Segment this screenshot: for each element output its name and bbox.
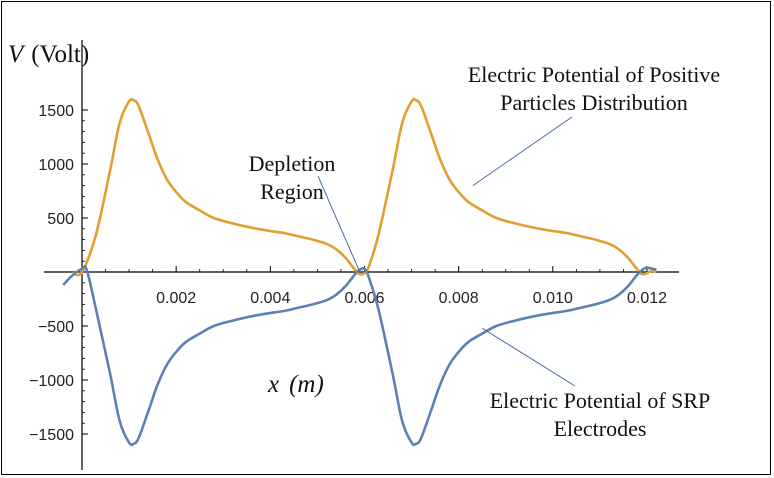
- annotation-pointer-positive-label: [472, 116, 573, 187]
- x-axis-ticks: 0.002 0.004 0.006 0.008 0.010 0.012: [105, 266, 667, 307]
- annotation-depletion: Depletion Region: [249, 151, 336, 204]
- y-tick-label: −1500: [29, 427, 74, 444]
- annotation-line: Depletion: [249, 151, 336, 176]
- y-tick-label: 1500: [38, 103, 74, 120]
- annotation-line: Electrodes: [554, 416, 647, 441]
- y-tick-label: −1000: [29, 373, 74, 390]
- x-tick-label: 0.006: [344, 290, 384, 307]
- x-tick-label: 0.002: [156, 290, 196, 307]
- y-tick-label: −500: [38, 319, 74, 336]
- x-tick-label: 0.008: [439, 290, 479, 307]
- annotation-line: Electric Potential of SRP: [490, 388, 711, 413]
- series-line-srp: [62, 264, 657, 447]
- y-axis-unit: (Volt): [31, 41, 89, 68]
- y-tick-label: 500: [47, 211, 74, 228]
- x-tick-label: 0.004: [250, 290, 290, 307]
- x-tick-label: 0.010: [533, 290, 573, 307]
- annotation-positive-label: Electric Potential of Positive Particles …: [468, 62, 720, 115]
- y-axis-symbol: V: [8, 41, 26, 68]
- x-axis-symbol: x: [267, 371, 279, 398]
- y-axis-ticks: 1500 1000 500 −500 −1000 −1500: [29, 103, 88, 444]
- y-axis-label: V (Volt): [8, 41, 89, 68]
- annotation-srp-label: Electric Potential of SRP Electrodes: [490, 388, 711, 441]
- x-axis-unit: (m): [289, 371, 324, 398]
- series-lines: [62, 97, 657, 447]
- annotation-line: Region: [260, 179, 324, 204]
- annotation-line: Particles Distribution: [500, 90, 688, 115]
- annotations: Depletion Region Electric Potential of Pos…: [249, 62, 721, 441]
- axes: [44, 40, 679, 470]
- annotation-pointer-depletion: [317, 175, 361, 273]
- y-tick-label: 1000: [38, 157, 74, 174]
- annotation-line: Electric Potential of Positive: [468, 62, 720, 87]
- x-tick-label: 0.012: [627, 290, 667, 307]
- annotation-pointer-srp-label: [481, 327, 576, 387]
- series-line-positive: [72, 97, 657, 277]
- x-axis-label: x (m): [267, 371, 324, 398]
